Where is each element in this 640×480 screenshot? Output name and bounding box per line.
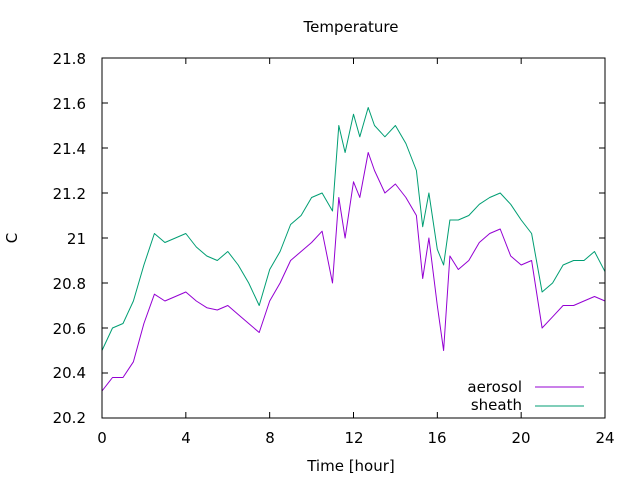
x-tick-label: 0 bbox=[97, 429, 107, 447]
y-tick-label: 20.4 bbox=[53, 364, 86, 382]
y-tick-label: 20.6 bbox=[53, 320, 86, 338]
x-tick-labels: 0 4 8 12 16 20 24 bbox=[97, 429, 614, 447]
series-lines bbox=[101, 107, 606, 392]
y-tick-label: 21.6 bbox=[53, 95, 86, 113]
x-tick-label: 12 bbox=[344, 429, 363, 447]
series-line-sheath bbox=[101, 107, 606, 351]
y-tick-label: 20.8 bbox=[53, 275, 86, 293]
series-line-aerosol bbox=[101, 152, 606, 392]
x-tick-label: 8 bbox=[265, 429, 275, 447]
x-tick-label: 20 bbox=[511, 429, 530, 447]
y-tick-label: 21.2 bbox=[53, 185, 86, 203]
x-tick-label: 16 bbox=[427, 429, 446, 447]
legend: aerosol sheath bbox=[467, 378, 584, 414]
y-axis-label: C bbox=[3, 233, 21, 243]
legend-label-aerosol: aerosol bbox=[467, 378, 522, 396]
y-tick-label: 21 bbox=[67, 230, 86, 248]
x-tick-label: 4 bbox=[181, 429, 191, 447]
axis-ticks bbox=[101, 57, 606, 419]
y-tick-label: 21.8 bbox=[53, 50, 86, 68]
plot-frame bbox=[101, 57, 606, 419]
y-tick-labels: 20.2 20.4 20.6 20.8 21 21.2 21.4 21.6 21… bbox=[53, 50, 86, 427]
x-axis-label: Time [hour] bbox=[306, 457, 395, 475]
chart-title: Temperature bbox=[302, 18, 398, 36]
y-tick-label: 20.2 bbox=[53, 409, 86, 427]
x-tick-label: 24 bbox=[595, 429, 614, 447]
legend-label-sheath: sheath bbox=[471, 396, 522, 414]
y-tick-label: 21.4 bbox=[53, 140, 86, 158]
